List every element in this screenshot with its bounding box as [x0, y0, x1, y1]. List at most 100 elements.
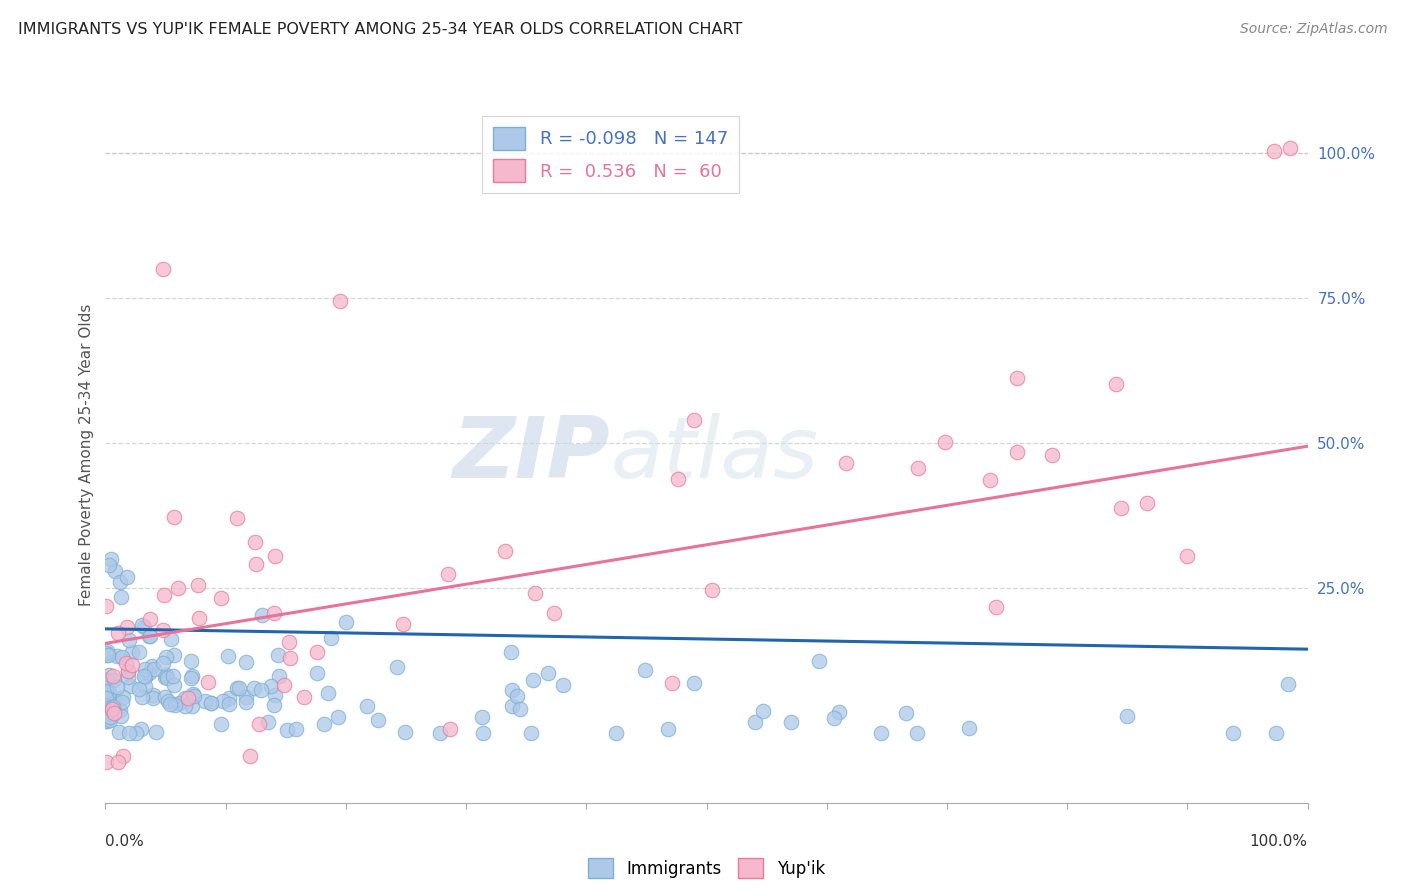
Point	[134, 679, 156, 693]
Point	[115, 570, 138, 584]
Point	[808, 654, 831, 668]
Y-axis label: Female Poverty Among 25-34 Year Olds: Female Poverty Among 25-34 Year Olds	[79, 304, 94, 606]
Point	[1136, 496, 1159, 510]
Point	[173, 699, 195, 714]
Point	[162, 669, 184, 683]
Point	[209, 591, 232, 605]
Point	[501, 683, 523, 698]
Point	[117, 664, 139, 678]
Point	[181, 687, 204, 701]
Point	[111, 690, 134, 704]
Point	[509, 702, 531, 716]
Point	[159, 697, 181, 711]
Point	[1277, 677, 1299, 691]
Point	[174, 690, 197, 705]
Point	[501, 699, 523, 714]
Point	[979, 473, 1001, 487]
Point	[94, 686, 117, 700]
Point	[218, 691, 240, 706]
Point	[235, 695, 257, 709]
Point	[385, 660, 408, 674]
Point	[112, 749, 135, 764]
Point	[128, 645, 150, 659]
Point	[97, 648, 120, 662]
Point	[97, 667, 120, 681]
Point	[1040, 448, 1063, 462]
Point	[666, 472, 689, 486]
Point	[104, 564, 127, 578]
Point	[142, 662, 165, 676]
Point	[1263, 144, 1285, 158]
Point	[827, 705, 849, 719]
Point	[263, 698, 285, 713]
Point	[156, 671, 179, 685]
Point	[907, 461, 929, 475]
Point	[180, 654, 202, 668]
Point	[94, 690, 117, 705]
Point	[120, 679, 142, 693]
Point	[163, 678, 186, 692]
Point	[138, 665, 160, 680]
Point	[166, 581, 188, 595]
Point	[429, 726, 451, 740]
Point	[110, 703, 132, 717]
Point	[131, 690, 153, 704]
Point	[314, 717, 336, 731]
Point	[139, 629, 162, 643]
Point	[235, 690, 257, 704]
Legend: Immigrants, Yup'ik: Immigrants, Yup'ik	[582, 851, 831, 885]
Point	[245, 557, 267, 571]
Point	[284, 722, 307, 736]
Point	[111, 695, 134, 709]
Point	[134, 670, 156, 684]
Point	[97, 690, 120, 705]
Point	[156, 694, 179, 708]
Point	[391, 617, 413, 632]
Point	[105, 680, 128, 694]
Text: Source: ZipAtlas.com: Source: ZipAtlas.com	[1240, 22, 1388, 37]
Point	[94, 673, 117, 687]
Point	[394, 725, 416, 739]
Point	[367, 713, 389, 727]
Point	[94, 684, 117, 698]
Point	[94, 755, 117, 769]
Point	[134, 669, 156, 683]
Point	[269, 669, 291, 683]
Point	[211, 716, 233, 731]
Point	[494, 544, 516, 558]
Point	[142, 688, 165, 702]
Point	[117, 670, 139, 684]
Point	[94, 701, 117, 715]
Point	[96, 646, 118, 660]
Point	[114, 656, 136, 670]
Point	[278, 651, 301, 665]
Point	[180, 668, 202, 682]
Point	[870, 726, 893, 740]
Point	[98, 710, 121, 724]
Point	[264, 688, 287, 702]
Point	[1175, 549, 1198, 563]
Point	[250, 682, 273, 697]
Point	[263, 549, 285, 563]
Point	[131, 617, 153, 632]
Point	[94, 714, 117, 728]
Point	[125, 726, 148, 740]
Point	[1222, 726, 1244, 740]
Point	[94, 648, 117, 662]
Point	[543, 606, 565, 620]
Point	[779, 714, 801, 729]
Point	[305, 645, 328, 659]
Point	[499, 645, 522, 659]
Point	[471, 710, 494, 724]
Point	[94, 599, 117, 613]
Point	[318, 686, 340, 700]
Point	[200, 696, 222, 710]
Point	[103, 693, 125, 707]
Point	[242, 681, 264, 696]
Point	[239, 749, 262, 764]
Point	[326, 710, 349, 724]
Point	[226, 510, 249, 524]
Point	[103, 706, 125, 720]
Point	[752, 704, 775, 718]
Point	[101, 699, 124, 714]
